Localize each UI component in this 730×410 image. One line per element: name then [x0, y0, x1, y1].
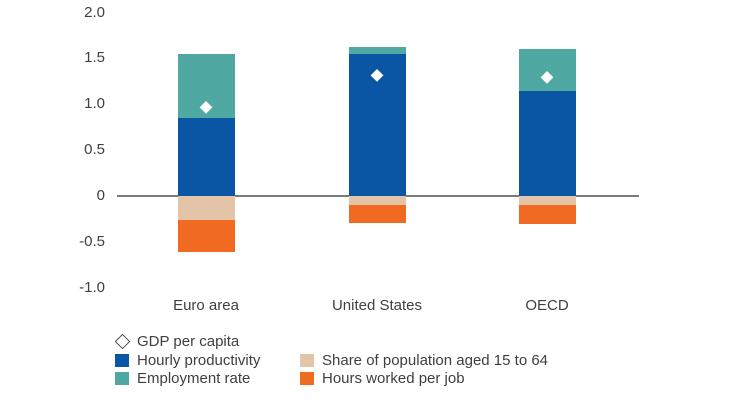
bar-segment-share_population: [177, 196, 235, 220]
legend-label-gdp-per-capita: GDP per capita: [137, 332, 240, 350]
diamond-shape: [114, 333, 130, 349]
legend-label-hourly-productivity: Hourly productivity: [137, 351, 261, 369]
bar-segment-hours_worked: [348, 205, 406, 224]
hourly-productivity-swatch-icon: [115, 353, 129, 367]
legend-label-hours-worked: Hours worked per job: [322, 369, 465, 387]
legend-item-employment-rate: Employment rate: [115, 369, 250, 387]
share-population-swatch-icon: [300, 353, 314, 367]
y-axis-tick-label: 0: [96, 187, 105, 204]
y-axis-tick-label: 0.5: [84, 141, 105, 159]
bar-segment-share_population: [518, 196, 576, 206]
legend-label-employment-rate: Employment rate: [137, 369, 251, 387]
gdp-diamond-icon: [114, 333, 130, 349]
bar-segment-hourly_productivity: [518, 91, 576, 196]
employment-rate-swatch-icon: [115, 371, 129, 385]
category-label: United States: [331, 297, 423, 314]
bar-segment-hours_worked: [518, 205, 576, 225]
y-axis-tick-label: 2.0: [84, 3, 105, 21]
hours-worked-swatch-icon: [300, 371, 314, 385]
legend-item-share-population: Share of population aged 15 to 64: [300, 351, 548, 369]
y-axis-tick-label: -1.0: [79, 278, 105, 296]
legend-label-share-population: Share of population aged 15 to 64: [322, 351, 549, 369]
bar-segment-share_population: [348, 196, 406, 206]
y-axis-tick-label: -0.5: [79, 232, 105, 250]
legend-item-hourly-productivity: Hourly productivity: [115, 351, 260, 369]
category-label: OECD: [525, 297, 569, 314]
bar-segment-employment_rate: [518, 49, 576, 92]
y-axis-tick-label: 1.0: [84, 95, 105, 113]
bar-segment-hours_worked: [177, 219, 235, 252]
legend-item-hours-worked: Hours worked per job: [300, 369, 465, 387]
category-label: Euro area: [173, 297, 239, 314]
y-axis-tick-label: 1.5: [84, 49, 105, 67]
bar-segment-hourly_productivity: [177, 118, 235, 196]
legend-item-gdp-per-capita: GDP per capita: [114, 332, 240, 350]
bar-segment-employment_rate: [348, 47, 406, 54]
